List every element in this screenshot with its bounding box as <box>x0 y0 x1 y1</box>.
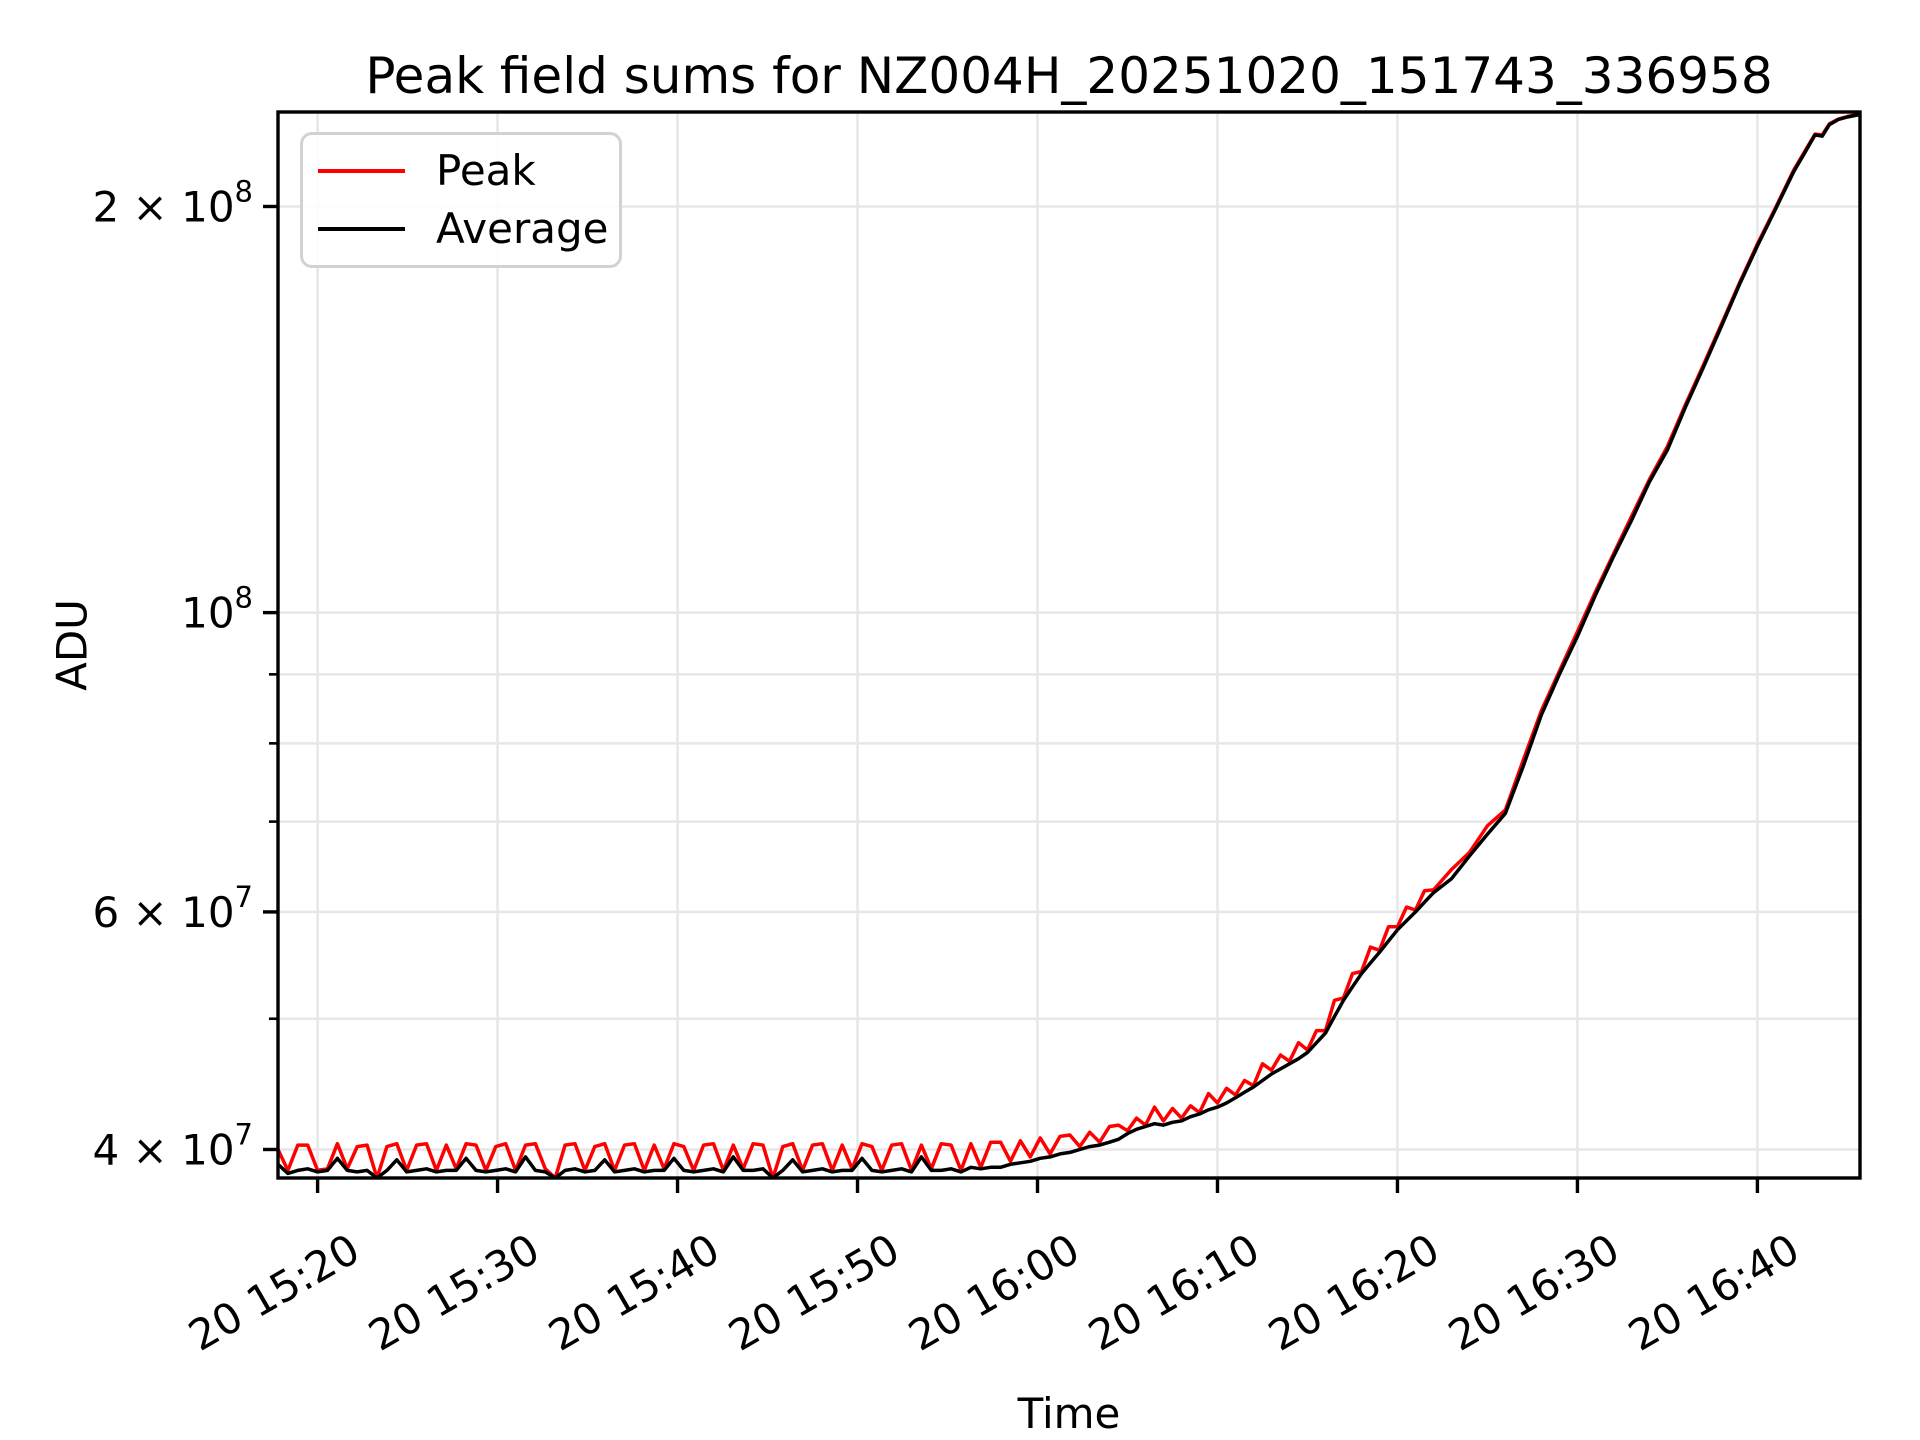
peak-line-swatch <box>318 169 405 174</box>
legend-item-average: Average <box>318 203 619 253</box>
svg-text:4 × 107: 4 × 107 <box>92 1117 253 1174</box>
y-axis-label: ADU <box>47 599 97 691</box>
svg-text:20 16:10: 20 16:10 <box>1080 1224 1267 1360</box>
svg-text:20 16:00: 20 16:00 <box>900 1224 1087 1360</box>
average-line-swatch <box>318 226 405 231</box>
legend: Peak Average <box>300 132 622 268</box>
svg-text:20 16:20: 20 16:20 <box>1260 1224 1447 1360</box>
svg-text:2 × 108: 2 × 108 <box>92 174 253 231</box>
svg-text:6 × 107: 6 × 107 <box>92 880 253 937</box>
svg-text:20 15:20: 20 15:20 <box>180 1224 367 1360</box>
x-axis-label: Time <box>1017 1389 1121 1438</box>
svg-text:20 15:40: 20 15:40 <box>540 1224 727 1360</box>
legend-label-peak: Peak <box>436 146 536 196</box>
svg-text:20 15:50: 20 15:50 <box>720 1224 907 1360</box>
svg-text:20 16:40: 20 16:40 <box>1620 1224 1807 1360</box>
svg-text:20 15:30: 20 15:30 <box>360 1224 547 1360</box>
svg-text:108: 108 <box>181 581 253 638</box>
legend-item-peak: Peak <box>318 150 619 192</box>
legend-label-average: Average <box>436 203 609 253</box>
chart-title: Peak field sums for NZ004H_20251020_1517… <box>365 47 1773 105</box>
svg-text:20 16:30: 20 16:30 <box>1440 1224 1627 1360</box>
